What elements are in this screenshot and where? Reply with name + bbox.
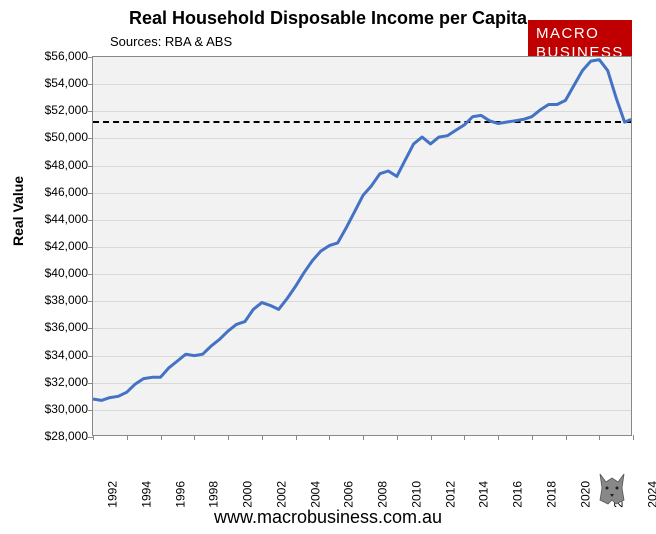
logo-line-1: MACRO [536, 25, 624, 44]
x-tick-label: 2018 [544, 481, 558, 508]
y-tick-label: $32,000 [28, 375, 88, 389]
y-tick-label: $52,000 [28, 103, 88, 117]
sources-label: Sources: RBA & ABS [110, 34, 232, 49]
y-tick-label: $46,000 [28, 185, 88, 199]
x-tick-label: 2002 [274, 481, 288, 508]
x-tick-label: 2010 [409, 481, 423, 508]
plot-area [92, 56, 632, 436]
y-tick-label: $42,000 [28, 239, 88, 253]
x-tick-label: 2014 [477, 481, 491, 508]
y-tick-label: $56,000 [28, 49, 88, 63]
y-tick-label: $38,000 [28, 293, 88, 307]
y-tick-label: $34,000 [28, 348, 88, 362]
income-series-line [93, 60, 631, 401]
x-tick-label: 2008 [376, 481, 390, 508]
x-tick-label: 2004 [308, 481, 322, 508]
x-tick-label: 2024 [646, 481, 656, 508]
x-tick-label: 2000 [241, 481, 255, 508]
x-tick-label: 1992 [106, 481, 120, 508]
y-tick-label: $40,000 [28, 266, 88, 280]
x-tick-label: 2006 [342, 481, 356, 508]
y-tick-label: $30,000 [28, 402, 88, 416]
x-tick-label: 1996 [173, 481, 187, 508]
y-tick-label: $44,000 [28, 212, 88, 226]
x-tick-label: 2016 [511, 481, 525, 508]
footer-url: www.macrobusiness.com.au [0, 507, 656, 528]
y-tick-label: $48,000 [28, 158, 88, 172]
line-chart-svg [93, 57, 631, 435]
x-tick-label: 2020 [578, 481, 592, 508]
y-tick-label: $50,000 [28, 130, 88, 144]
wolf-icon [592, 468, 632, 508]
x-tick-label: 2012 [443, 481, 457, 508]
y-tick-label: $28,000 [28, 429, 88, 443]
x-tick-label: 1998 [207, 481, 221, 508]
chart-container: Real Household Disposable Income per Cap… [0, 0, 656, 534]
y-tick-label: $54,000 [28, 76, 88, 90]
x-tick-label: 1994 [139, 481, 153, 508]
y-axis-label: Real Value [10, 176, 26, 246]
y-tick-label: $36,000 [28, 320, 88, 334]
